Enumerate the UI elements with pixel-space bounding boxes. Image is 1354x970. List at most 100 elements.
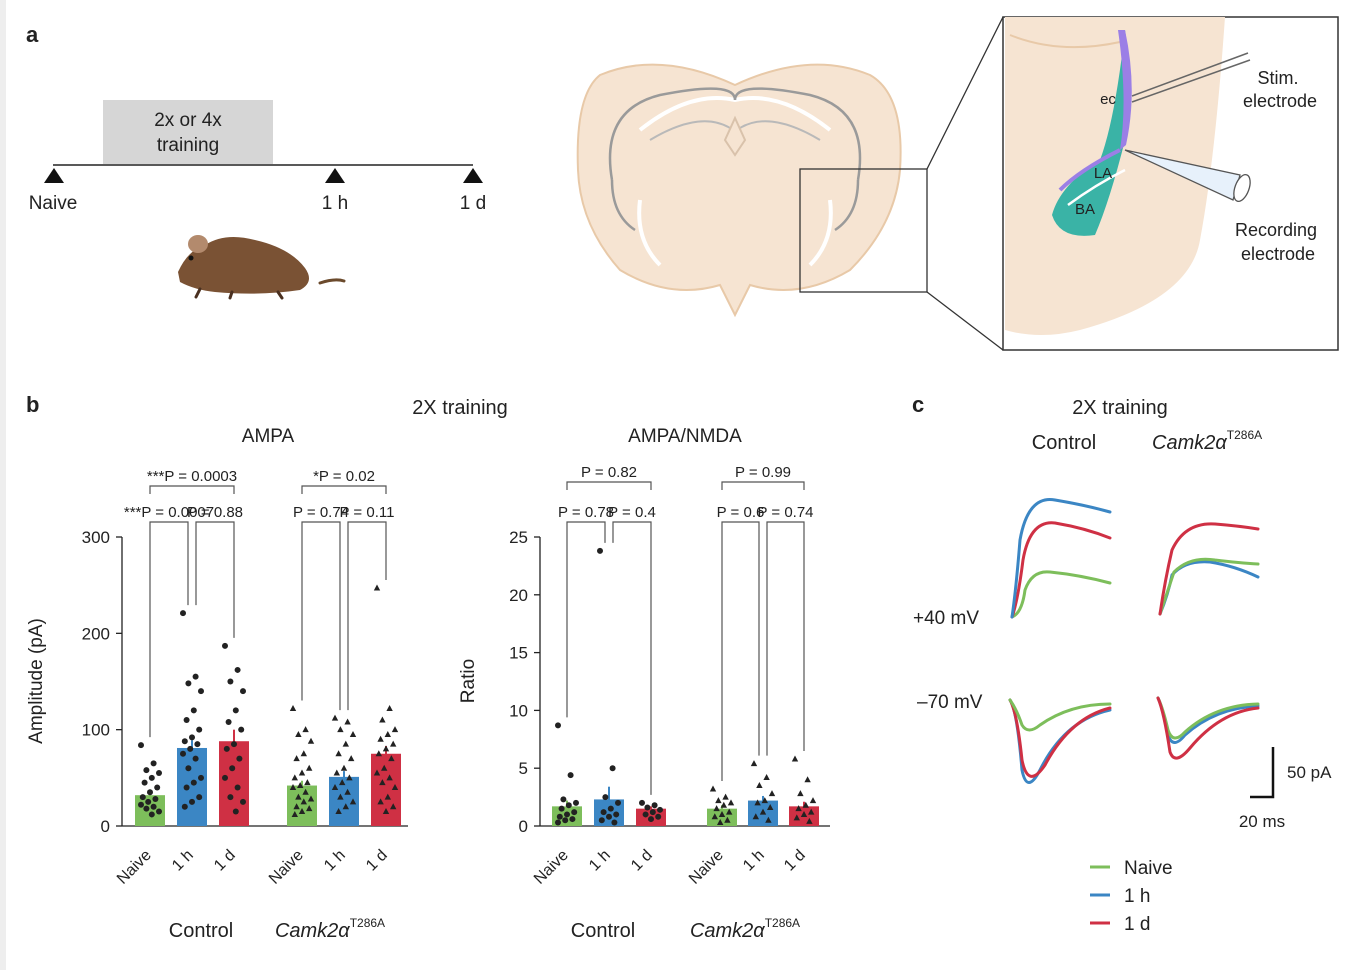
- data-point: [611, 819, 618, 826]
- panel-c-col-control: Control: [1032, 432, 1096, 454]
- data-point: [148, 774, 155, 781]
- data-point: [150, 803, 157, 810]
- data-point: [331, 783, 339, 790]
- stim-electrode-label-2: electrode: [1243, 91, 1317, 111]
- data-point: [231, 741, 237, 748]
- data-point: [606, 813, 612, 820]
- data-point: [183, 717, 190, 724]
- panel-b-label: b: [26, 392, 39, 417]
- ratio-group-mutant: Camk2αT286A: [690, 916, 800, 942]
- data-point: [808, 808, 815, 815]
- label-ba: BA: [1075, 201, 1095, 218]
- data-point: [302, 726, 309, 733]
- bar: [177, 747, 207, 826]
- timeline-label-1h: 1 h: [322, 193, 348, 214]
- trace-group-mutant-plus40: [1158, 522, 1260, 616]
- stim-electrode-label-1: Stim.: [1257, 68, 1298, 88]
- ratio-group-mutant-sup: T286A: [765, 916, 800, 930]
- p-value-label: P = 0.74: [293, 504, 349, 521]
- panel-a-label: a: [26, 22, 39, 47]
- data-point: [639, 799, 645, 806]
- data-point: [564, 811, 570, 818]
- training-box-line1: 2x or 4x: [154, 110, 222, 131]
- trace-control-pos-1h: [1010, 498, 1112, 619]
- data-point: [293, 755, 300, 762]
- data-point: [227, 794, 234, 801]
- p-value-label: ***P = 0.0003: [147, 468, 237, 485]
- data-point: [236, 755, 243, 762]
- training-box-line2: training: [157, 135, 219, 156]
- data-point: [289, 783, 297, 790]
- data-point: [613, 811, 620, 818]
- significance-bracket: [721, 481, 805, 490]
- data-point: [190, 707, 197, 714]
- data-point: [291, 774, 298, 781]
- data-point: [386, 774, 393, 781]
- y-tick-label: 200: [82, 624, 110, 643]
- trace-control-pos-1d: [1010, 521, 1112, 619]
- significance-bracket: [195, 521, 235, 638]
- p-value-label: *P = 0.02: [313, 468, 375, 485]
- y-axis-label: Ratio: [458, 659, 479, 703]
- data-point: [761, 797, 768, 804]
- row-label-minus70: –70 mV: [917, 692, 983, 713]
- significance-bracket: [149, 485, 235, 494]
- data-point: [295, 793, 302, 800]
- data-point: [381, 764, 388, 771]
- data-point: [558, 805, 565, 812]
- y-tick-label: 25: [509, 528, 528, 547]
- data-point: [298, 769, 306, 776]
- data-point: [382, 745, 390, 752]
- ampa-group-mutant-sup: T286A: [350, 916, 385, 930]
- data-point: [791, 755, 799, 762]
- p-value-label: P = 0.11: [340, 504, 395, 521]
- data-point: [145, 798, 152, 805]
- data-point: [804, 776, 811, 783]
- data-point: [609, 765, 616, 772]
- data-point: [569, 816, 576, 823]
- row-label-plus40: +40 mV: [913, 608, 979, 629]
- data-point: [615, 799, 621, 806]
- data-point: [768, 790, 776, 797]
- data-point: [154, 784, 161, 791]
- brain-zoom-box: [799, 168, 928, 293]
- data-point: [726, 808, 733, 815]
- y-tick-label: 10: [509, 701, 528, 720]
- data-point: [390, 803, 397, 810]
- data-point: [306, 805, 313, 812]
- data-point: [333, 769, 340, 776]
- data-point: [806, 817, 813, 824]
- panel-c-title: 2X training: [1072, 397, 1168, 419]
- p-value-label: P = 0.99: [735, 464, 791, 481]
- data-point: [232, 808, 239, 815]
- data-point: [382, 808, 390, 815]
- timeline-label-naive: Naive: [29, 193, 78, 214]
- data-point: [384, 730, 391, 737]
- legend-label-naive: Naive: [1124, 858, 1173, 879]
- data-point: [192, 673, 199, 680]
- data-point: [709, 785, 717, 792]
- data-point: [756, 782, 763, 789]
- data-point: [344, 788, 351, 795]
- significance-bracket: [301, 485, 387, 494]
- panel-b-title: 2X training: [412, 397, 508, 419]
- trace-group-control-plus40: [1010, 498, 1112, 619]
- data-point: [600, 809, 607, 816]
- data-point: [141, 779, 148, 786]
- ampa-group-control: Control: [169, 920, 233, 942]
- data-point: [555, 819, 561, 826]
- timeline-marker-naive: [44, 168, 64, 183]
- y-tick-label: 5: [519, 759, 528, 778]
- data-point: [602, 794, 609, 801]
- data-point: [720, 801, 727, 808]
- data-point: [800, 810, 808, 817]
- data-point: [304, 779, 311, 786]
- p-value-label: P = 0.74: [757, 504, 813, 521]
- data-point: [560, 796, 567, 803]
- data-point: [152, 796, 159, 803]
- data-point: [198, 688, 204, 695]
- legend-label-1h: 1 h: [1124, 886, 1150, 907]
- data-point: [192, 755, 199, 762]
- trace-legend: Naive 1 h 1 d: [1090, 858, 1173, 935]
- data-point: [196, 794, 203, 801]
